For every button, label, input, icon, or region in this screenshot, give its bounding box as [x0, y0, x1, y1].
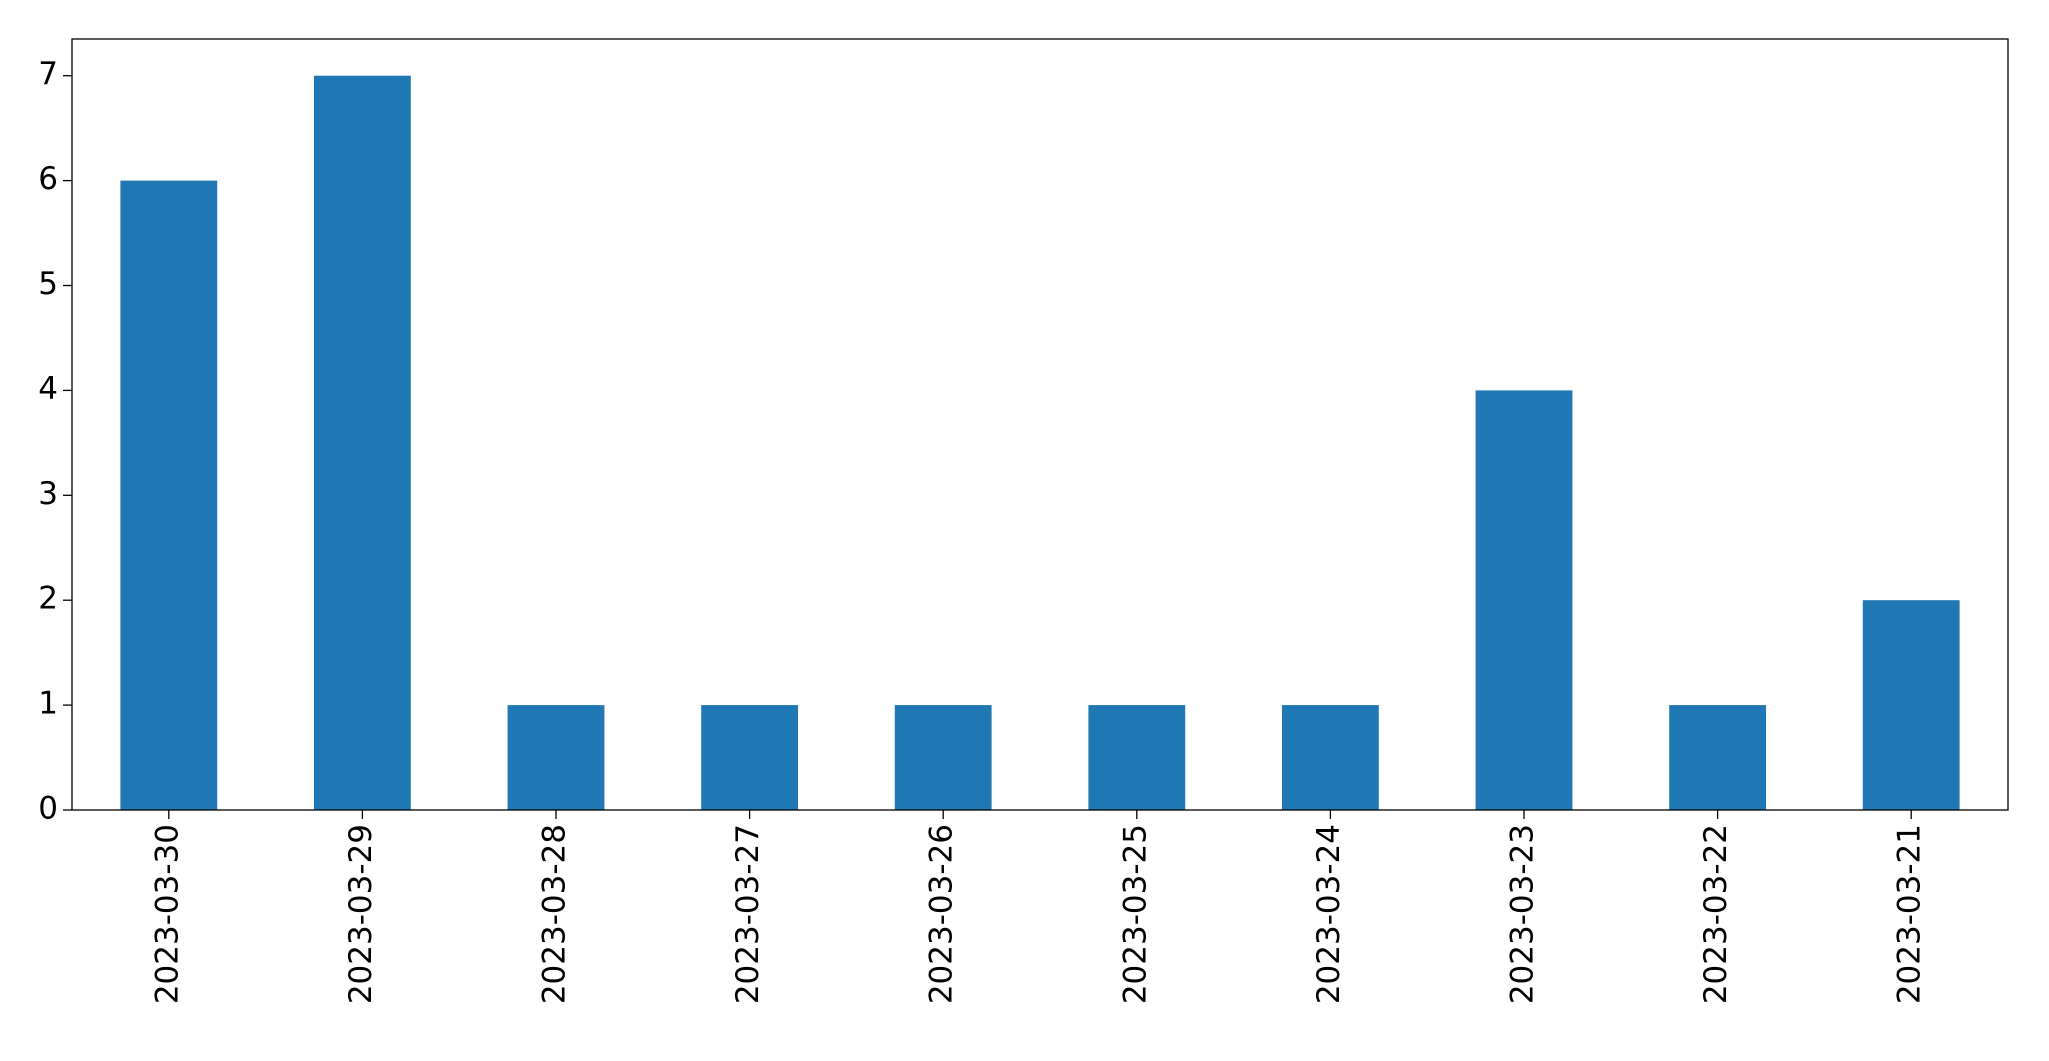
bar	[701, 705, 798, 810]
y-tick-label: 7	[38, 56, 58, 92]
y-tick-label: 6	[38, 161, 58, 197]
x-tick-label: 2023-03-23	[1505, 824, 1541, 1004]
y-tick-label: 1	[38, 686, 58, 722]
bar	[894, 705, 992, 810]
x-tick-label: 2023-03-24	[1311, 824, 1347, 1004]
x-tick-label: 2023-03-26	[924, 824, 960, 1004]
x-tick-label: 2023-03-27	[730, 824, 766, 1004]
bar	[1282, 705, 1379, 810]
x-tick-label: 2023-03-21	[1892, 824, 1928, 1004]
y-tick-label: 0	[38, 791, 58, 827]
x-tick-label: 2023-03-29	[343, 824, 379, 1004]
bar	[1475, 390, 1573, 810]
y-tick-label: 4	[38, 371, 58, 407]
y-tick-label: 5	[38, 266, 58, 302]
bar	[1669, 705, 1766, 810]
x-tick-label: 2023-03-28	[537, 824, 573, 1004]
bar	[120, 180, 218, 810]
y-tick-label: 2	[38, 581, 58, 617]
y-tick-label: 3	[38, 476, 58, 512]
bar	[1088, 705, 1186, 810]
plot-frame	[71, 38, 2009, 811]
bar	[314, 75, 411, 810]
x-tick-label: 2023-03-22	[1698, 824, 1734, 1004]
bar	[507, 705, 605, 810]
bar	[1862, 600, 1960, 810]
x-tick-label: 2023-03-25	[1117, 824, 1153, 1004]
x-tick-label: 2023-03-30	[149, 824, 185, 1004]
